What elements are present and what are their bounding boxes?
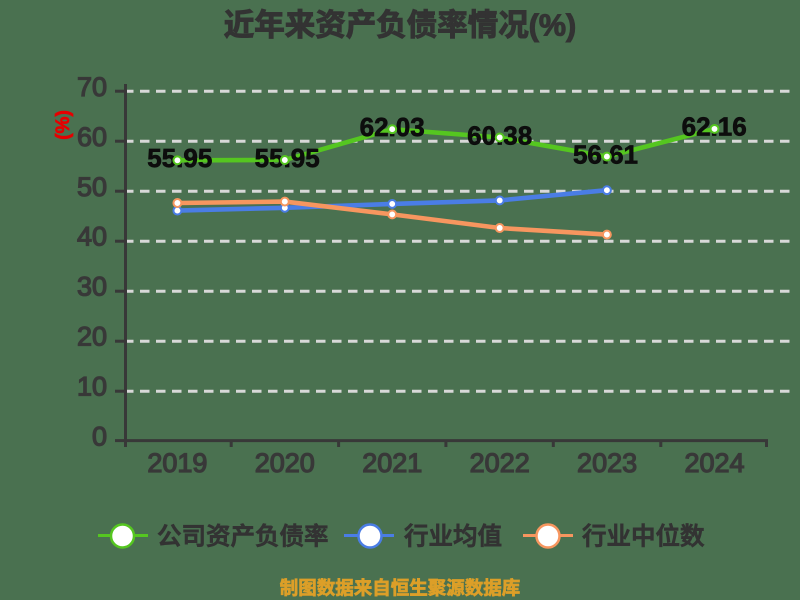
svg-text:2019: 2019 bbox=[147, 448, 207, 478]
svg-text:70: 70 bbox=[77, 72, 107, 102]
svg-text:60.38: 60.38 bbox=[467, 120, 532, 150]
svg-text:0: 0 bbox=[92, 422, 107, 452]
svg-text:(%): (%) bbox=[53, 110, 74, 140]
svg-text:近年来资产负债率情况(%): 近年来资产负债率情况(%) bbox=[224, 9, 576, 43]
svg-text:60: 60 bbox=[77, 122, 107, 152]
svg-text:2020: 2020 bbox=[255, 448, 315, 478]
svg-text:55.95: 55.95 bbox=[147, 143, 212, 173]
svg-text:行业中位数: 行业中位数 bbox=[582, 523, 705, 551]
svg-text:40: 40 bbox=[77, 222, 107, 252]
svg-text:50: 50 bbox=[77, 172, 107, 202]
svg-text:2021: 2021 bbox=[362, 448, 422, 478]
svg-text:2024: 2024 bbox=[684, 448, 744, 478]
svg-text:30: 30 bbox=[77, 272, 107, 302]
svg-text:2022: 2022 bbox=[470, 448, 530, 478]
svg-text:20: 20 bbox=[77, 322, 107, 352]
svg-text:10: 10 bbox=[77, 372, 107, 402]
svg-text:行业均值: 行业均值 bbox=[404, 523, 502, 551]
svg-text:制图数据来自恒生聚源数据库: 制图数据来自恒生聚源数据库 bbox=[280, 578, 521, 599]
svg-text:公司资产负债率: 公司资产负债率 bbox=[157, 523, 329, 551]
svg-text:2023: 2023 bbox=[577, 448, 637, 478]
